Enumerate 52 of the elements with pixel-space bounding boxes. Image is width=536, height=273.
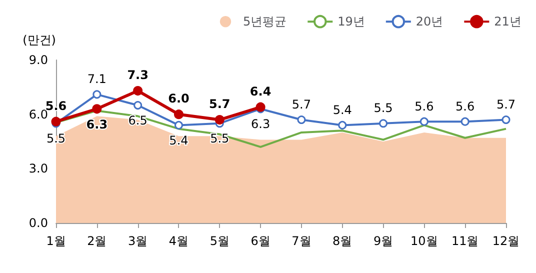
data-label: 5.6 <box>456 99 475 114</box>
x-tick-label: 11월 <box>451 234 479 248</box>
point <box>174 110 184 120</box>
data-label: 5.5 <box>374 101 393 116</box>
x-tick-label: 6월 <box>250 234 270 248</box>
y-tick-label: 9.0 <box>28 53 48 67</box>
legend-label: 19년 <box>338 14 365 29</box>
point <box>133 86 143 96</box>
point <box>338 120 347 130</box>
data-label: 5.4 <box>332 102 352 117</box>
x-tick-label: 10월 <box>410 234 438 248</box>
data-label: 6.3 <box>251 117 270 132</box>
x-tick-label: 1월 <box>46 234 66 248</box>
x-tick-label: 12월 <box>492 234 520 248</box>
point <box>256 102 266 112</box>
data-label: 5.7 <box>209 97 230 112</box>
point <box>134 101 142 110</box>
point <box>502 116 510 124</box>
legend-label: 21년 <box>494 14 522 29</box>
data-label: 6.5 <box>128 114 148 128</box>
legend-label: 20년 <box>416 14 444 29</box>
data-label: 5.7 <box>496 98 516 112</box>
point <box>174 120 183 130</box>
point <box>51 116 61 126</box>
data-label: 7.1 <box>87 72 106 86</box>
data-label: 7.3 <box>127 68 148 82</box>
data-label: 5.4 <box>169 133 188 148</box>
y-tick-label: 0.0 <box>28 216 48 230</box>
legend-label: 5년평균 <box>243 14 287 29</box>
y-axis-title: (만건) <box>22 33 56 47</box>
x-tick-label: 7월 <box>292 234 312 248</box>
x-tick-label: 9월 <box>373 234 394 248</box>
y-tick-label: 3.0 <box>28 162 48 176</box>
data-label: 6.4 <box>250 84 272 98</box>
data-label: 5.7 <box>292 98 311 112</box>
point <box>379 119 388 128</box>
point <box>460 117 470 126</box>
x-tick-label: 5월 <box>210 234 230 248</box>
x-tick-label: 4월 <box>168 234 189 248</box>
point <box>297 116 306 124</box>
x-tick-label: 3월 <box>128 234 148 248</box>
data-label: 5.6 <box>414 99 434 114</box>
data-label: 6.0 <box>168 92 190 106</box>
point <box>214 115 224 125</box>
point <box>92 104 102 114</box>
data-label: 5.5 <box>46 132 66 146</box>
point <box>92 90 102 99</box>
x-tick-label: 2월 <box>87 234 107 248</box>
point <box>420 117 428 126</box>
data-label: 6.3 <box>86 118 108 132</box>
data-label: 5.5 <box>210 132 230 146</box>
x-tick-label: 8월 <box>332 234 352 248</box>
